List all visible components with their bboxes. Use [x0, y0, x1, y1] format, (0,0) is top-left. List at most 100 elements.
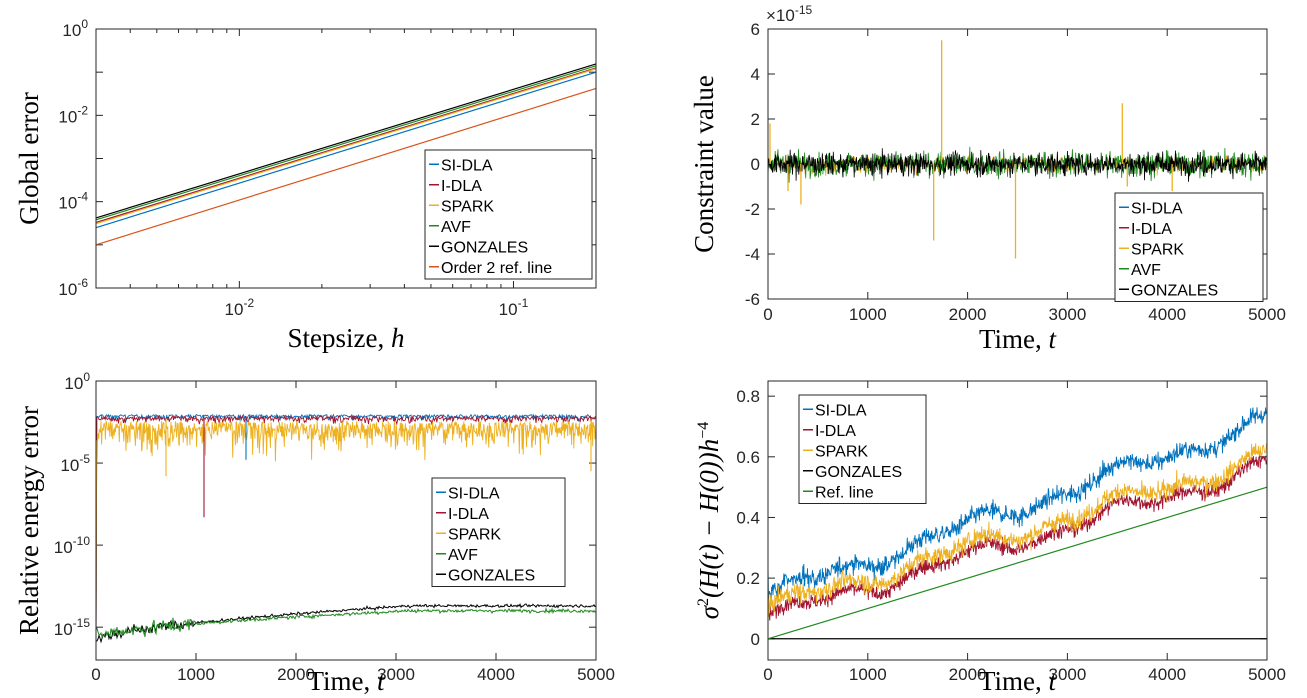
- y-tick-label: 0.6: [736, 448, 760, 467]
- x-axis-label-var: t: [377, 666, 386, 696]
- y-tick-label-base: 10: [54, 538, 73, 557]
- y-tick-label: -6: [745, 290, 760, 309]
- legend-label-gonzales: GONZALES: [1131, 282, 1218, 299]
- energy-variance-chart: 0 1000 2000 3000 4000 5000 0 0.2 0.4 0.6 0.8 Time, …: [694, 380, 1286, 696]
- y-tick-label-base: 10: [64, 374, 83, 393]
- legend-label-i-dla: I-DLA: [815, 423, 856, 440]
- legend-label-gonzales: GONZALES: [448, 567, 535, 584]
- legend-label-spark: SPARK: [1131, 241, 1184, 258]
- plot-frame: [95, 28, 597, 289]
- x-tick-label: 1000: [177, 665, 215, 684]
- series-trace-gonzales: [767, 148, 1268, 182]
- relative-energy-error-chart: 0 1000 2000 3000 4000 500010-1510-1010-5100Ti…: [14, 370, 615, 696]
- legend-label-i-dla: I-DLA: [441, 178, 482, 195]
- y-tick-label-exp: 0: [83, 370, 90, 384]
- x-tick-label: 2000: [949, 665, 987, 684]
- y-axis-label: Constraint value: [689, 75, 719, 253]
- series-line-avf: [95, 65, 597, 221]
- y-tick-label: 10-6: [58, 276, 88, 299]
- x-tick-label: 0: [763, 665, 772, 684]
- y-tick-label: 0.8: [736, 387, 760, 406]
- x-tick-label: 5000: [577, 665, 615, 684]
- x-tick-label: 1000: [849, 305, 887, 324]
- x-tick-label: 1000: [849, 665, 887, 684]
- x-axis-label: Stepsize, h: [288, 323, 405, 353]
- y-tick-label-base: 10: [54, 620, 73, 639]
- legend-box: [424, 149, 593, 280]
- y-tick-label-exp: -6: [77, 276, 88, 290]
- y-tick-label-base: 10: [58, 194, 77, 213]
- y-tick-label: 0.4: [736, 508, 760, 527]
- legend-label-avf: AVF: [1131, 262, 1161, 279]
- x-tick-label: 0: [91, 665, 100, 684]
- x-axis-label-text: Time,: [307, 666, 377, 696]
- plot-frame: [767, 28, 1268, 300]
- series-line-i-dla: [95, 67, 597, 224]
- legend-label-si-dla: SI-DLA: [1131, 200, 1183, 217]
- constraint-value-chart: 0 1000 2000 3000 4000 5000 -6 -4 -2 0 2 4 6 ×10-15 Tim…: [689, 3, 1286, 354]
- series-trace-gonzales: [95, 603, 597, 644]
- y-tick-label-exp: -4: [77, 190, 88, 204]
- y-tick-label: 10-10: [54, 534, 91, 557]
- series-trace-si-dla: [767, 407, 1268, 601]
- y-multiplier-base: ×10: [766, 6, 795, 25]
- legend-label-avf: AVF: [441, 219, 471, 236]
- y-tick-label-exp: -15: [73, 616, 91, 630]
- legend: SI-DLA I-DLA SPARK AVF GONZALES: [1114, 192, 1264, 302]
- y-axis-label: Global error: [14, 92, 44, 225]
- y-tick-label-base: 10: [58, 107, 77, 126]
- legend: SI-DLA I-DLA SPARK GONZALES Ref. line: [798, 394, 927, 504]
- x-tick-label-exp: -2: [243, 296, 254, 310]
- series-trace-spark: [95, 419, 597, 652]
- legend-label-si-dla: SI-DLA: [448, 485, 500, 502]
- series-trace-spark: [767, 443, 1268, 617]
- legend-label-spark: SPARK: [448, 526, 501, 543]
- x-tick-label-exp: -1: [518, 296, 529, 310]
- x-tick-label: 3000: [1048, 665, 1086, 684]
- y-tick-label-exp: -10: [73, 534, 91, 548]
- x-tick-label: 3000: [377, 665, 415, 684]
- y-tick-label: 10-2: [58, 103, 88, 126]
- series-trace-i-dla: [95, 414, 597, 652]
- legend-label-order-2-ref-line: Order 2 ref. line: [441, 260, 552, 277]
- series-trace-avf: [767, 146, 1268, 183]
- x-tick-label: 2000: [949, 305, 987, 324]
- y-tick-label-base: 10: [58, 280, 77, 299]
- x-axis-label-text: Time,: [979, 324, 1049, 354]
- y-tick-label: 4: [751, 65, 760, 84]
- y-tick-label: 0: [751, 630, 760, 649]
- y-tick-label-exp: -5: [79, 452, 90, 466]
- x-axis-label: Time, t: [979, 324, 1058, 354]
- x-tick-label: 4000: [477, 665, 515, 684]
- series-line-gonzales: [95, 63, 597, 219]
- y-axis-label-part: −4: [695, 422, 712, 439]
- y-tick-label: 100: [62, 17, 88, 40]
- series-line-order-2-ref-line: [95, 87, 597, 246]
- x-tick-label-base: 10: [225, 300, 244, 319]
- y-tick-label: 0.2: [736, 569, 760, 588]
- legend-box: [798, 394, 927, 504]
- legend-label-i-dla: I-DLA: [448, 506, 489, 523]
- legend-label-i-dla: I-DLA: [1131, 221, 1172, 238]
- y-tick-label: 100: [64, 370, 90, 393]
- plot-frame: [767, 380, 1268, 661]
- y-tick-label: 10-15: [54, 616, 91, 639]
- y-axis-label: Relative energy error: [14, 406, 44, 635]
- x-axis-label: Time, t: [979, 666, 1058, 696]
- x-tick-label: 10-2: [225, 296, 255, 319]
- legend-label-spark: SPARK: [815, 443, 868, 460]
- y-tick-label-base: 10: [60, 456, 79, 475]
- y-tick-label-exp: 0: [81, 17, 88, 31]
- y-axis-label-part: 2: [695, 598, 712, 606]
- x-tick-label: 5000: [1248, 665, 1286, 684]
- legend-label-si-dla: SI-DLA: [815, 402, 867, 419]
- y-tick-label: 10-5: [60, 452, 90, 475]
- x-axis-label-var: t: [1049, 666, 1058, 696]
- y-axis-label-part: (H(t) − H(0))h: [694, 439, 724, 598]
- legend-label-avf: AVF: [448, 547, 478, 564]
- y-tick-label: -4: [745, 245, 760, 264]
- y-tick-label-exp: -2: [77, 103, 88, 117]
- legend-label-ref-line: Ref. line: [815, 484, 874, 501]
- legend: SI-DLA I-DLA SPARK AVF GONZALES: [431, 477, 566, 587]
- y-tick-label: 10-4: [58, 190, 88, 213]
